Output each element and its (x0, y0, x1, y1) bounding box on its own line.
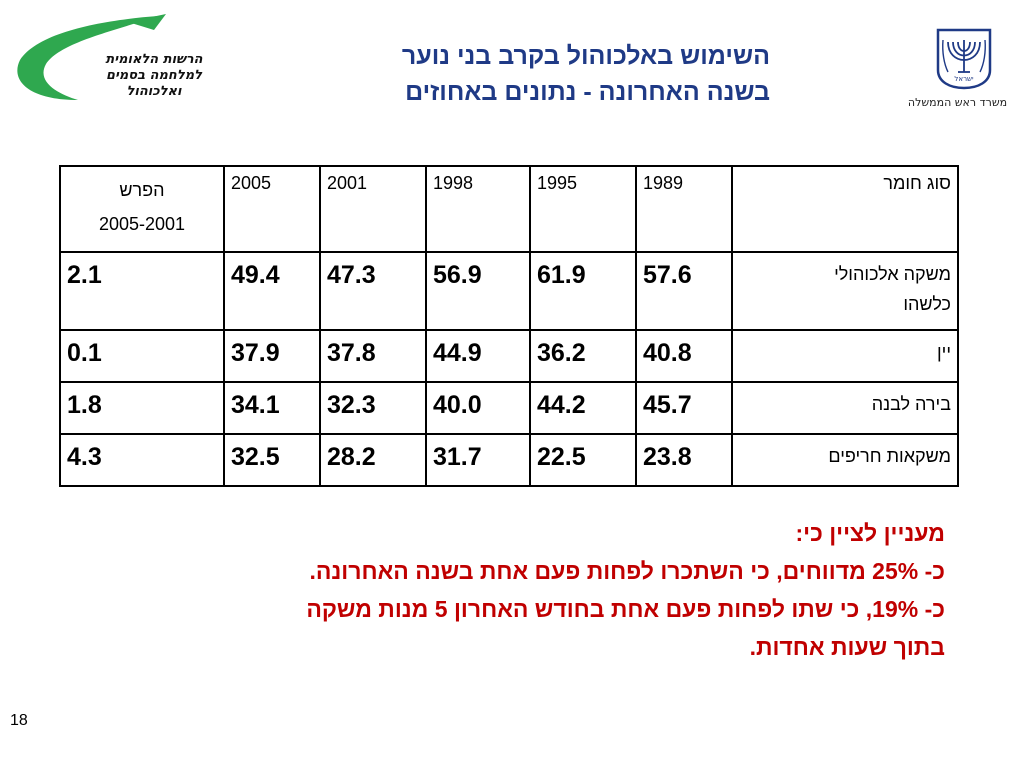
table-cell: 47.3 (319, 251, 427, 331)
logo-arc-icon (17, 14, 166, 100)
notes-line-3: בתוך שעות אחדות. (749, 634, 945, 660)
header-substance-type: סוג חומר (731, 165, 959, 253)
slide-title: השימוש באלכוהול בקרב בני נוער בשנה האחרו… (260, 38, 770, 110)
table-cell: 23.8 (635, 433, 733, 487)
row-substance-type: בירה לבנה (731, 381, 959, 435)
table-cell: 36.2 (529, 329, 637, 383)
table-cell: 40.8 (635, 329, 733, 383)
table-cell: 40.0 (425, 381, 531, 435)
table-cell: 44.2 (529, 381, 637, 435)
row-type-line-1: משקה אלכוהולי (834, 264, 951, 284)
table-row: בירה לבנה 45.7 44.2 40.0 32.3 34.1 1.8 (59, 381, 959, 435)
state-emblem-icon: ישראל (934, 26, 994, 90)
row-substance-type: יין (731, 329, 959, 383)
table-cell: 28.2 (319, 433, 427, 487)
table-cell: 4.3 (59, 433, 225, 487)
table-cell: 44.9 (425, 329, 531, 383)
header-difference: הפרש 2005-2001 (59, 165, 225, 253)
table-cell: 49.4 (223, 251, 321, 331)
emblem-inscription: ישראל (954, 75, 974, 83)
table-row: יין 40.8 36.2 44.9 37.8 37.9 0.1 (59, 329, 959, 383)
logo-line-3: ואלכוהול (126, 84, 182, 99)
table-cell: 22.5 (529, 433, 637, 487)
row-type-line-2: כלשהו (903, 294, 951, 314)
table-row: משקאות חריפים 23.8 22.5 31.7 28.2 32.5 4… (59, 433, 959, 487)
row-substance-type: משקאות חריפים (731, 433, 959, 487)
logo-line-1: הרשות הלאומית (105, 52, 203, 67)
header-year: 1998 (425, 165, 531, 253)
logo-line-2: למלחמה בסמים (106, 68, 202, 83)
emblem-caption: משרד ראש הממשלה (907, 96, 1008, 109)
title-line-1: השימוש באלכוהול בקרב בני נוער (401, 42, 770, 70)
table-cell: 37.8 (319, 329, 427, 383)
header-year: 2005 (223, 165, 321, 253)
table-header-row: סוג חומר 1989 1995 1998 2001 2005 הפרש 2… (59, 165, 959, 253)
table-cell: 61.9 (529, 251, 637, 331)
table-cell: 31.7 (425, 433, 531, 487)
notes-line-2: כ- 19%, כי שתו לפחות פעם אחת בחודש האחרו… (306, 596, 945, 622)
title-line-2: בשנה האחרונה - נתונים באחוזים (405, 78, 770, 106)
logo-text: הרשות הלאומית למלחמה בסמים ואלכוהול (104, 52, 204, 100)
header-difference-range: 2005-2001 (98, 214, 186, 234)
table-cell: 57.6 (635, 251, 733, 331)
table-cell: 37.9 (223, 329, 321, 383)
table-cell: 2.1 (59, 251, 225, 331)
table-cell: 56.9 (425, 251, 531, 331)
table-cell: 32.3 (319, 381, 427, 435)
header-difference-label: הפרש (119, 180, 165, 200)
row-substance-type: משקה אלכוהולי כלשהו (731, 251, 959, 331)
header-year: 1995 (529, 165, 637, 253)
table-cell: 34.1 (223, 381, 321, 435)
table-cell: 0.1 (59, 329, 225, 383)
table-row: משקה אלכוהולי כלשהו 57.6 61.9 56.9 47.3 … (59, 251, 959, 331)
table-cell: 32.5 (223, 433, 321, 487)
authority-logo: הרשות הלאומית למלחמה בסמים ואלכוהול (8, 12, 208, 107)
notes-block: מעניין לציין כי: כ- 25% מדווחים, כי השתכ… (60, 514, 945, 666)
header-year: 1989 (635, 165, 733, 253)
header-year: 2001 (319, 165, 427, 253)
table-cell: 45.7 (635, 381, 733, 435)
table-cell: 1.8 (59, 381, 225, 435)
notes-heading: מעניין לציין כי: (795, 520, 945, 546)
page-number: 18 (10, 712, 28, 729)
notes-line-1: כ- 25% מדווחים, כי השתכרו לפחות פעם אחת … (309, 558, 945, 584)
data-table: סוג חומר 1989 1995 1998 2001 2005 הפרש 2… (59, 165, 959, 487)
